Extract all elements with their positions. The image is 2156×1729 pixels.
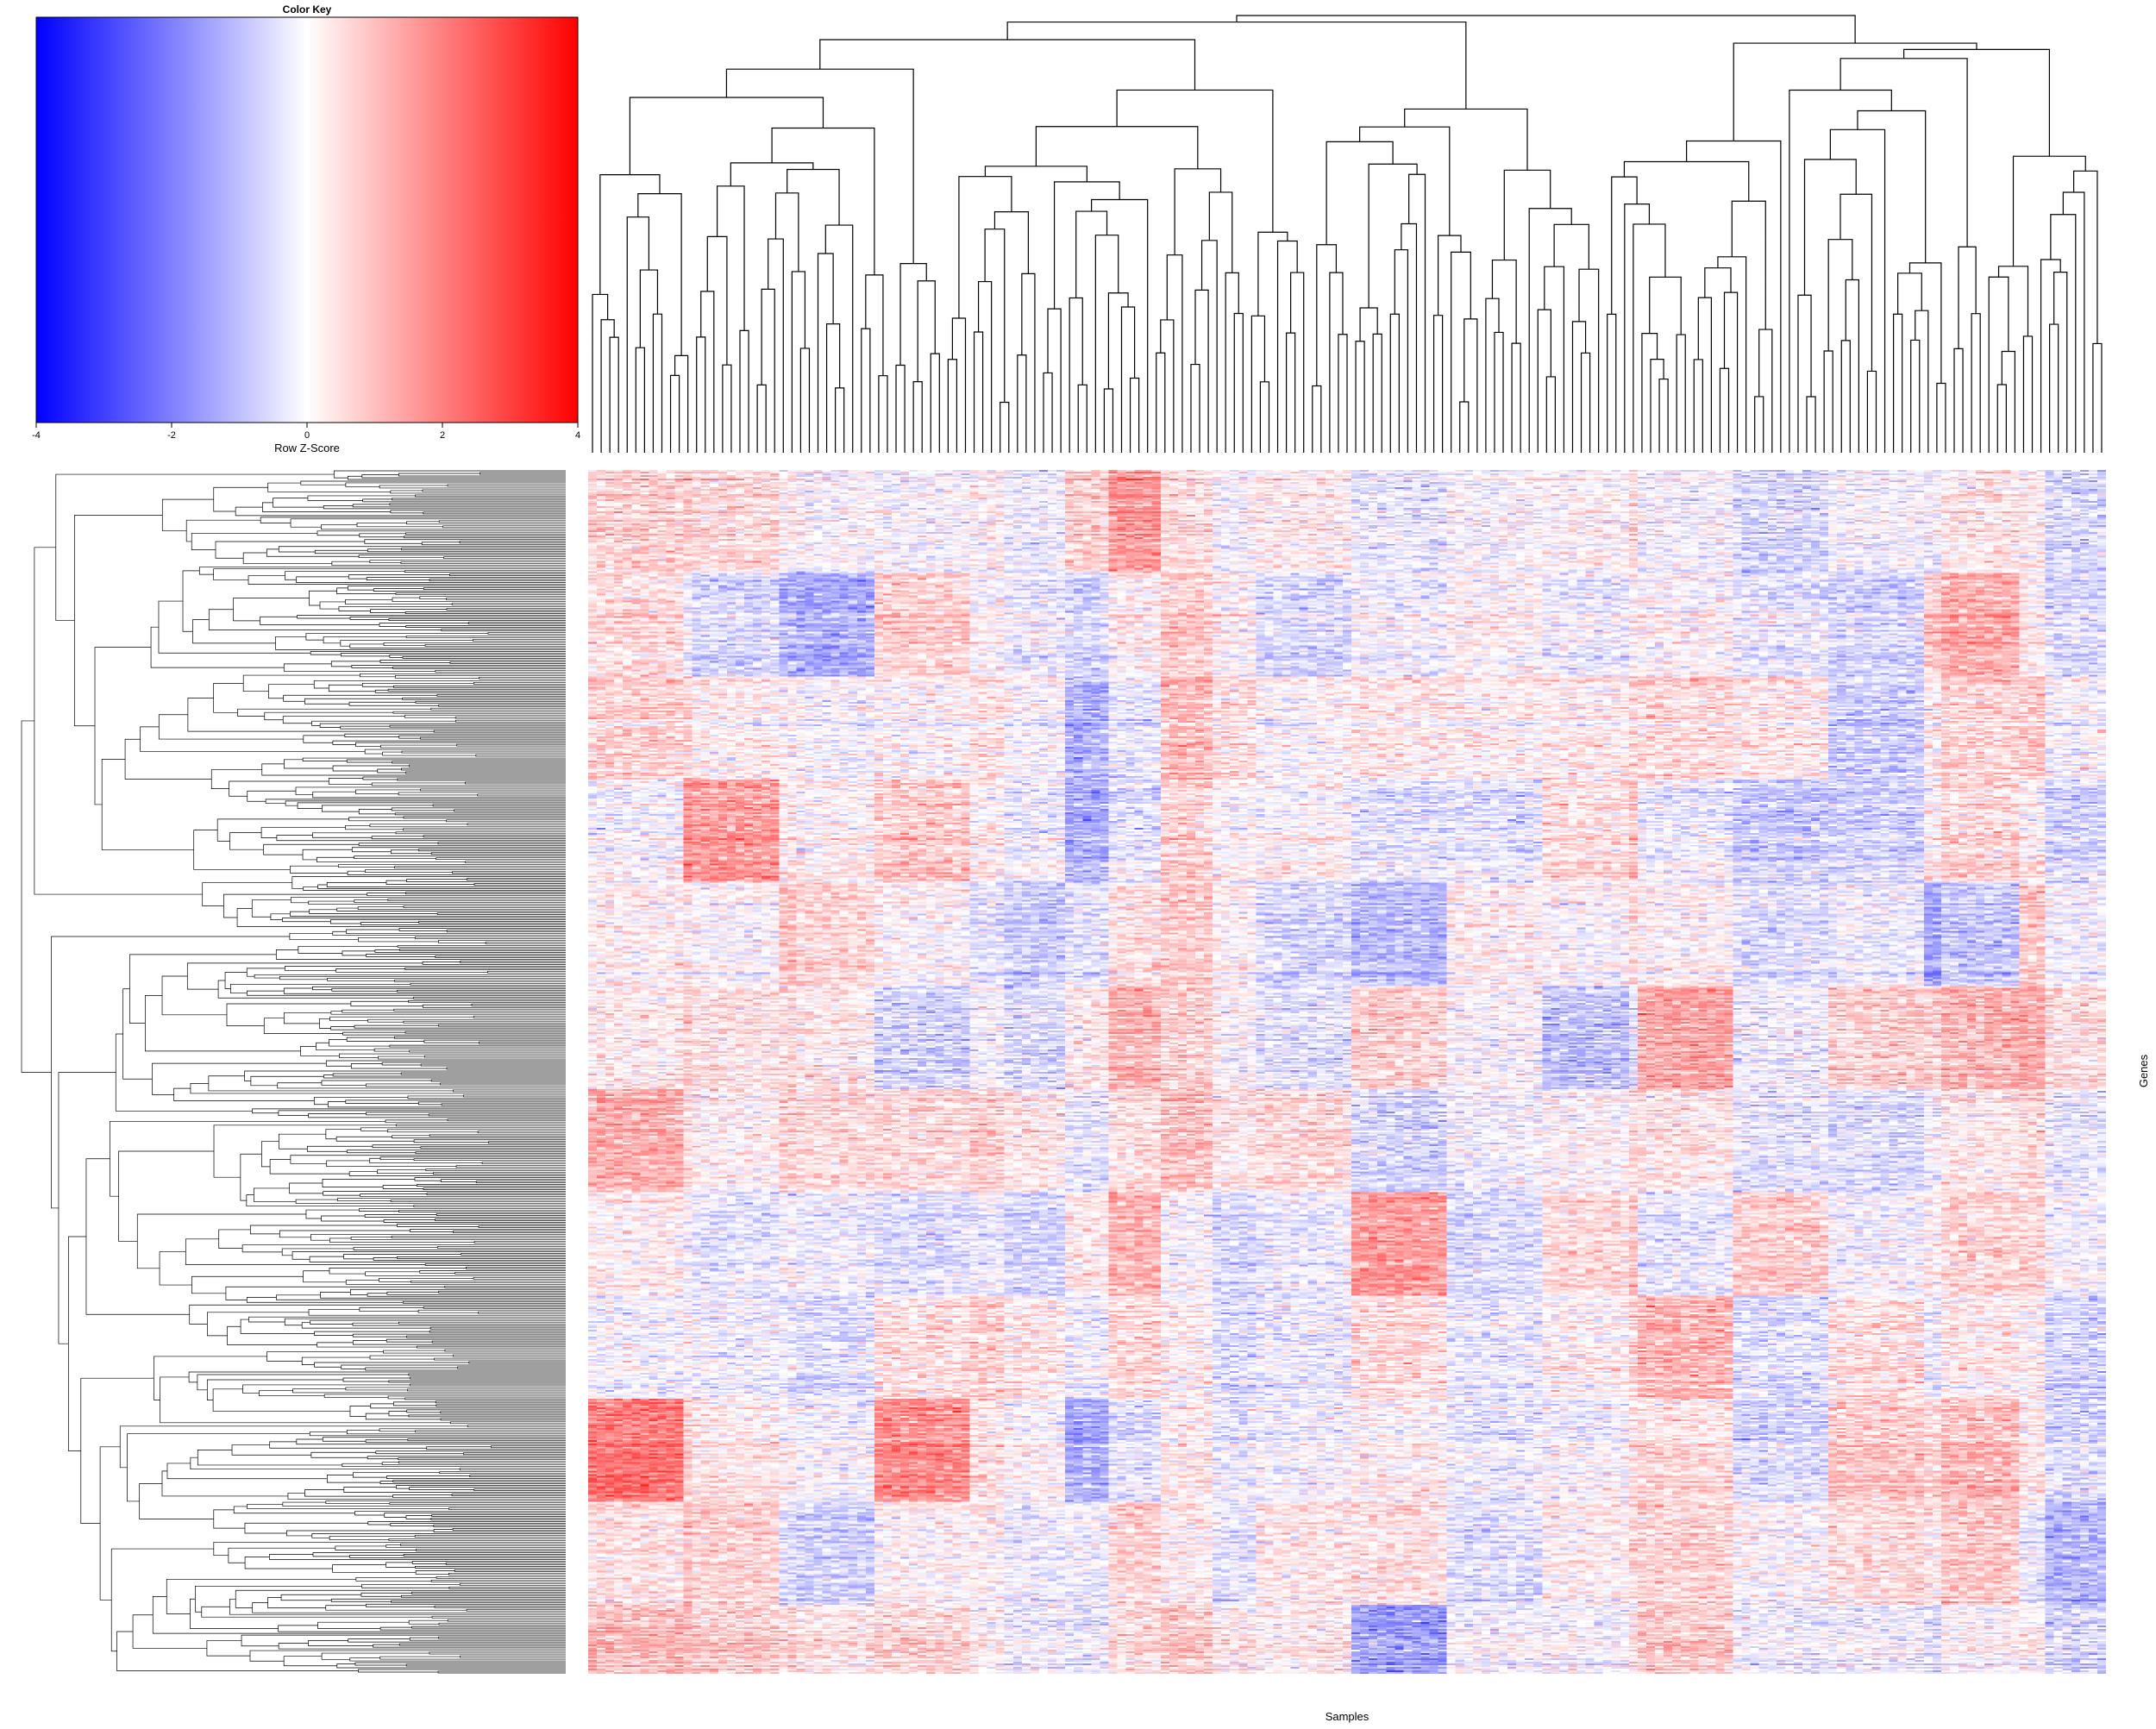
heatmap-matrix <box>588 470 2106 1674</box>
y-axis-label: Genes <box>2137 1054 2150 1087</box>
color-key-gradient-bar <box>35 16 579 423</box>
color-key-xlabel: Row Z-Score <box>274 442 340 454</box>
column-dendrogram <box>592 15 2103 453</box>
x-axis-label: Samples <box>1326 1710 1369 1723</box>
color-key-tick-label: 4 <box>575 430 580 441</box>
column-dendrogram-branches <box>592 15 2103 453</box>
color-key-title: Color Key <box>283 3 332 16</box>
color-key: Color Key -4 -2 0 2 4 Row Z-Score <box>32 3 580 454</box>
color-key-ticks: -4 -2 0 2 4 <box>32 423 580 441</box>
color-key-tick-label: -2 <box>167 430 176 441</box>
color-key-tick-label: 0 <box>304 430 310 441</box>
color-key-tick-label: 2 <box>440 430 445 441</box>
row-dendrogram-branches <box>21 470 566 1674</box>
color-key-tick-label: -4 <box>32 430 41 441</box>
row-dendrogram <box>21 470 566 1674</box>
